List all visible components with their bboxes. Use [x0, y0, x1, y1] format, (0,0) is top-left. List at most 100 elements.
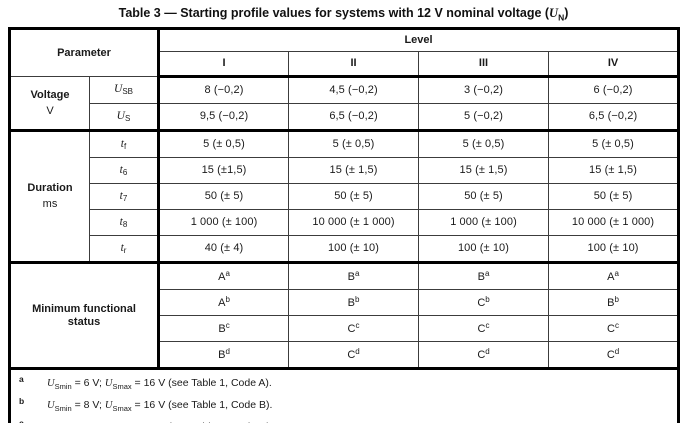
value-cell: 5 (± 0,5)	[548, 130, 680, 158]
level-header-cell: Level	[158, 28, 680, 52]
mfs-cell: Ba	[418, 262, 550, 290]
level-ii-header: II	[288, 51, 420, 78]
symbol-base: t	[119, 215, 123, 228]
table-row-t8: t8 1 000 (± 100) 10 000 (± 1 000) 1 000 …	[10, 209, 680, 236]
value-cell: 5 (−0,2)	[418, 103, 550, 132]
level-iii-header: III	[418, 51, 550, 78]
table-row-mfs-c: Bc Cc Cc Cc	[10, 315, 680, 342]
table-row-usb: Voltage V USB 8 (−0,2) 4,5 (−0,2) 3 (−0,…	[9, 76, 680, 132]
title-text-close: )	[564, 6, 569, 20]
symbol-tr: tr	[88, 235, 161, 264]
symbol-base: t	[119, 189, 123, 202]
value-cell: 3 (−0,2)	[418, 76, 550, 104]
symbol-usb: USB	[88, 76, 161, 104]
value-cell: 6 (−0,2)	[548, 76, 680, 104]
mfs-footref: a	[354, 269, 360, 279]
mfs-status: B	[347, 297, 355, 310]
mfs-cell: Cd	[418, 341, 550, 370]
mfs-footref: b	[485, 295, 490, 305]
mfs-status: C	[477, 323, 486, 336]
footnote-suffix: (see Table 1, Code A).	[168, 377, 272, 389]
symbol-t6: t6	[88, 157, 161, 184]
mfs-footref: b	[225, 295, 230, 305]
smin-value: = 6 V;	[71, 377, 105, 389]
duration-label: Duration	[27, 182, 73, 195]
symbol-t8: t8	[88, 209, 161, 236]
voltage-unit: V	[46, 104, 54, 117]
smax-value: = 16 V	[131, 377, 169, 389]
footnotes-row: a USmin = 6 V; USmax = 16 V (see Table 1…	[8, 367, 680, 423]
symbol-smin: Smin	[54, 404, 72, 414]
header-row-level: Parameter Level	[8, 28, 680, 77]
mfs-cell: Bb	[548, 289, 680, 316]
mfs-group-label: Minimum functional status	[8, 262, 161, 370]
mfs-footref: a	[225, 269, 230, 279]
value-cell: 4,5 (−0,2)	[288, 76, 420, 104]
symbol-sub: S	[124, 113, 131, 123]
mfs-footref: b	[614, 295, 619, 305]
footnote-marker: a	[19, 374, 24, 384]
duration-group-label: Duration ms	[9, 130, 90, 264]
mfs-footref: b	[354, 295, 360, 305]
symbol-base: t	[120, 241, 124, 254]
mfs-cell: Aa	[548, 262, 680, 290]
mfs-cell: Cc	[288, 315, 420, 342]
value-cell: 40 (± 4)	[158, 235, 290, 264]
value-cell: 15 (± 1,5)	[418, 157, 550, 184]
mfs-cell: Cb	[418, 289, 550, 316]
symbol-smin: Smin	[54, 382, 72, 392]
value-cell: 50 (± 5)	[288, 183, 420, 210]
mfs-cell: Ab	[158, 289, 290, 316]
table-row-mfs-a: Minimum functional status Aa Ba Ba Aa	[8, 262, 680, 370]
voltage-label: Voltage	[30, 88, 70, 101]
mfs-footref: c	[355, 321, 360, 331]
footnote-c: c USmin = 9 V; USmax = 16 V (see Table 1…	[17, 418, 671, 423]
value-cell: 5 (± 0,5)	[158, 130, 290, 158]
mfs-cell: Cd	[548, 341, 680, 370]
value-cell: 5 (± 0,5)	[418, 130, 550, 158]
mfs-label-line1: Minimum functional	[32, 302, 136, 315]
mfs-cell: Bd	[158, 341, 290, 370]
value-cell: 15 (±1,5)	[158, 157, 290, 184]
mfs-status: B	[607, 297, 615, 310]
value-cell: 6,5 (−0,2)	[548, 103, 680, 132]
title-text: Table 3 — Starting profile values for sy…	[118, 6, 550, 20]
symbol-sub: f	[123, 141, 127, 151]
value-cell: 10 000 (± 1 000)	[548, 209, 680, 236]
symbol-u: U	[47, 378, 55, 389]
value-cell: 100 (± 10)	[288, 235, 420, 264]
value-cell: 100 (± 10)	[418, 235, 550, 264]
duration-unit: ms	[42, 198, 58, 210]
value-cell: 9,5 (−0,2)	[158, 103, 290, 132]
mfs-footref: d	[614, 347, 620, 357]
value-cell: 15 (± 1,5)	[288, 157, 420, 184]
mfs-footref: a	[484, 269, 490, 279]
mfs-status: C	[347, 349, 356, 362]
mfs-status: A	[607, 271, 615, 284]
mfs-status: A	[218, 271, 226, 284]
value-cell: 6,5 (−0,2)	[288, 103, 420, 132]
footnote-text: USmin = 8 V; USmax = 16 V (see Table 1, …	[47, 399, 272, 414]
smax-value: = 16 V	[132, 421, 168, 423]
title-symbol-u: U	[549, 6, 559, 20]
symbol-us: US	[88, 103, 161, 132]
value-cell: 50 (± 5)	[548, 183, 680, 210]
value-cell: 1 000 (± 100)	[158, 209, 290, 236]
voltage-group-label: Voltage V	[9, 76, 90, 132]
table-row-t7: t7 50 (± 5) 50 (± 5) 50 (± 5) 50 (± 5)	[10, 183, 680, 210]
header-row-levels: I II III IV	[10, 51, 680, 78]
table-row-mfs-b: Ab Bb Cb Bb	[10, 289, 680, 316]
value-cell: 50 (± 5)	[158, 183, 290, 210]
mfs-status: C	[477, 349, 486, 362]
symbol-sub: 7	[122, 193, 128, 203]
mfs-cell: Cc	[418, 315, 550, 342]
symbol-sub: SB	[122, 87, 133, 97]
footnote-a: a USmin = 6 V; USmax = 16 V (see Table 1…	[17, 374, 671, 396]
table-row-mfs-d: Bd Cd Cd Cd	[10, 341, 680, 370]
mfs-footref: a	[614, 269, 619, 279]
level-iv-header: IV	[548, 51, 680, 78]
mfs-footref: d	[355, 347, 360, 357]
starting-profile-table: Parameter Level I II III IV Voltage V US…	[8, 27, 681, 423]
footnote-marker: b	[19, 396, 25, 406]
